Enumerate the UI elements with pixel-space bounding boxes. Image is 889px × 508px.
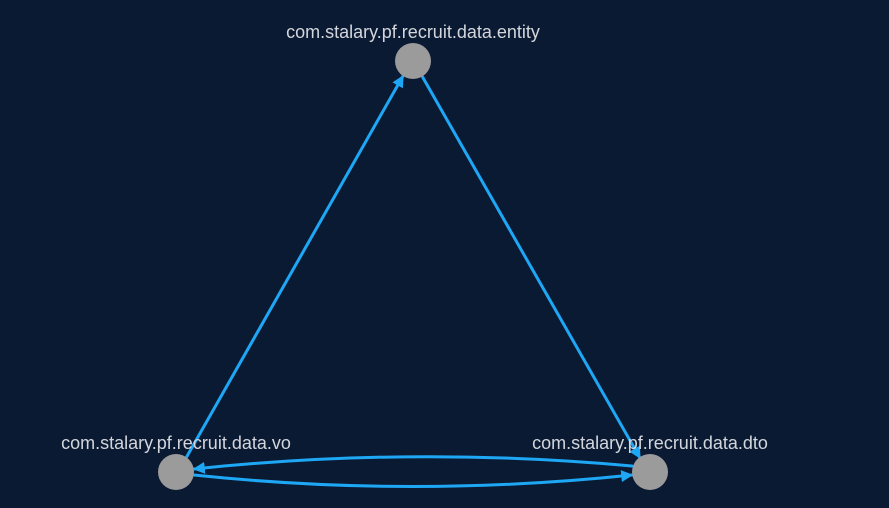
node-vo[interactable]: com.stalary.pf.recruit.data.vo [61, 433, 291, 490]
edge-vo-to-dto[interactable] [192, 470, 634, 488]
edge-entity-to-dto[interactable] [420, 74, 642, 460]
node-dto[interactable]: com.stalary.pf.recruit.data.dto [532, 433, 768, 490]
node-entity-circle[interactable] [395, 43, 431, 79]
node-dto-circle[interactable] [632, 454, 668, 490]
node-entity[interactable]: com.stalary.pf.recruit.data.entity [286, 22, 540, 79]
node-dto-label: com.stalary.pf.recruit.data.dto [532, 433, 768, 453]
node-vo-circle[interactable] [158, 454, 194, 490]
edge-vo-to-entity[interactable] [184, 74, 405, 460]
node-entity-label: com.stalary.pf.recruit.data.entity [286, 22, 540, 42]
edge-dto-to-vo[interactable] [192, 455, 634, 474]
node-vo-label: com.stalary.pf.recruit.data.vo [61, 433, 291, 453]
